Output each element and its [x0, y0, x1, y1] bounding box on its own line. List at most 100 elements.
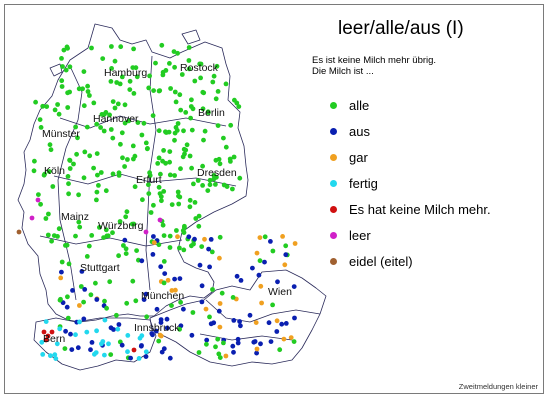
observation-dot [107, 279, 113, 285]
city-dresden: Dresden [197, 167, 237, 179]
observation-dot [115, 101, 121, 107]
observation-dot [79, 269, 85, 274]
observation-dot [279, 321, 285, 327]
observation-dot [141, 120, 147, 126]
observation-dot [73, 124, 78, 130]
observation-dot [175, 121, 181, 126]
observation-dot [177, 92, 183, 98]
map-title: leer/alle/aus (I) [338, 18, 464, 39]
observation-dot [176, 201, 182, 207]
observation-dot [60, 64, 65, 69]
observation-dot [215, 123, 221, 128]
observation-dot [161, 280, 167, 286]
observation-dot [151, 202, 156, 208]
observation-dot [215, 89, 221, 94]
observation-dot [172, 173, 178, 178]
observation-dot [203, 306, 209, 312]
observation-dot [84, 254, 90, 259]
observation-dot [156, 242, 162, 248]
city-mainz: Mainz [61, 211, 90, 223]
observation-dot [101, 128, 107, 134]
observation-dot [48, 353, 53, 359]
observation-dot [131, 46, 137, 52]
observation-dot [116, 170, 122, 176]
observation-dot [39, 339, 45, 345]
observation-dot [98, 125, 103, 130]
observation-dot [190, 310, 196, 315]
observation-dot [33, 99, 38, 105]
observation-dot [50, 184, 56, 189]
observation-dot [250, 265, 255, 271]
observation-dot [179, 72, 185, 77]
observation-dot [161, 346, 167, 352]
observation-dot [38, 201, 43, 207]
observation-dot [274, 329, 280, 334]
observation-dot [117, 219, 123, 224]
observation-dot [128, 355, 134, 361]
observation-dot [118, 141, 123, 147]
legend-label: eidel (eitel) [349, 253, 413, 269]
observation-dot [85, 83, 90, 89]
observation-dot [35, 197, 41, 203]
legend-dot-icon [330, 257, 337, 265]
observation-dot [174, 127, 180, 133]
observation-dot [177, 276, 183, 281]
observation-dot [183, 110, 189, 115]
observation-dot [122, 102, 128, 108]
observation-dot [201, 137, 206, 143]
observation-dot [59, 269, 64, 275]
observation-dot [213, 96, 219, 102]
observation-dot [211, 176, 217, 182]
observation-dot [253, 320, 259, 325]
observation-dot [96, 183, 101, 188]
observation-dot [189, 127, 195, 133]
observation-dot [223, 81, 229, 87]
observation-dot [180, 154, 186, 160]
observation-dot [129, 221, 135, 227]
observation-dot [109, 44, 114, 49]
observation-dot [67, 166, 73, 171]
observation-dot [56, 226, 62, 232]
city-rostock: Rostock [180, 62, 218, 74]
observation-dot [52, 107, 58, 113]
observation-dot [91, 100, 97, 106]
observation-dot [223, 144, 229, 150]
observation-dot [53, 356, 59, 361]
observation-dot [231, 154, 237, 160]
observation-dot [221, 135, 226, 141]
observation-dot [81, 69, 87, 74]
observation-dot [81, 103, 87, 109]
observation-dot [67, 64, 73, 70]
observation-dot [103, 227, 109, 233]
observation-dot [134, 74, 140, 80]
observation-dot [112, 58, 118, 64]
observation-dot [94, 297, 100, 302]
observation-dot [198, 75, 204, 81]
observation-dot [275, 279, 280, 285]
observation-dot [157, 191, 163, 197]
observation-dot [254, 250, 260, 256]
observation-dot [228, 159, 233, 164]
observation-dot [213, 182, 218, 187]
observation-dot [196, 223, 202, 229]
observation-dot [283, 243, 289, 249]
observation-dot [186, 234, 192, 240]
observation-dot [292, 241, 298, 246]
observation-dot [82, 149, 88, 155]
observation-dot [150, 252, 156, 257]
observation-dot [216, 308, 222, 314]
observation-dot [143, 354, 149, 359]
observation-dot [132, 184, 138, 190]
observation-dot [123, 251, 129, 256]
observation-dot [169, 303, 174, 308]
observation-dot [188, 104, 194, 109]
observation-dot [161, 148, 167, 153]
observation-dot [119, 130, 125, 136]
observation-dot [65, 105, 71, 110]
observation-dot [159, 198, 164, 204]
observation-dot [87, 153, 93, 159]
observation-dot [77, 303, 82, 308]
observation-dot [91, 165, 96, 171]
observation-dot [234, 100, 240, 106]
observation-dot [94, 189, 100, 195]
